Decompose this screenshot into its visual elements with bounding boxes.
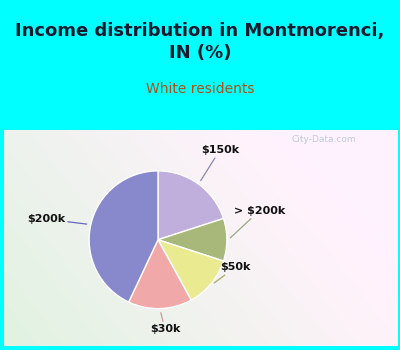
Text: City-Data.com: City-Data.com xyxy=(292,135,357,144)
Text: $150k: $150k xyxy=(201,145,239,181)
Text: $30k: $30k xyxy=(150,313,180,334)
Text: $200k: $200k xyxy=(27,214,87,224)
Wedge shape xyxy=(158,240,224,300)
Text: $50k: $50k xyxy=(214,262,250,283)
Text: White residents: White residents xyxy=(146,82,254,96)
Wedge shape xyxy=(89,171,158,302)
Wedge shape xyxy=(158,171,224,240)
Wedge shape xyxy=(158,218,227,261)
Text: Income distribution in Montmorenci,
IN (%): Income distribution in Montmorenci, IN (… xyxy=(15,22,385,62)
Wedge shape xyxy=(129,240,191,309)
Text: > $200k: > $200k xyxy=(230,206,285,238)
